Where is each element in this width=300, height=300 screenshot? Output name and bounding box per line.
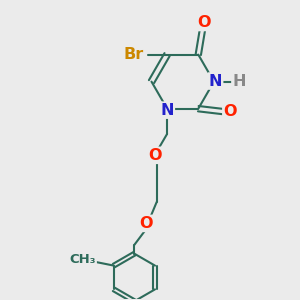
Text: N: N: [160, 103, 174, 118]
Text: O: O: [197, 15, 211, 30]
Text: H: H: [232, 74, 246, 88]
Text: N: N: [208, 74, 222, 88]
Text: CH₃: CH₃: [69, 253, 96, 266]
Text: Br: Br: [123, 46, 144, 62]
Text: O: O: [148, 148, 162, 163]
Text: O: O: [140, 216, 153, 231]
Text: O: O: [224, 104, 237, 119]
